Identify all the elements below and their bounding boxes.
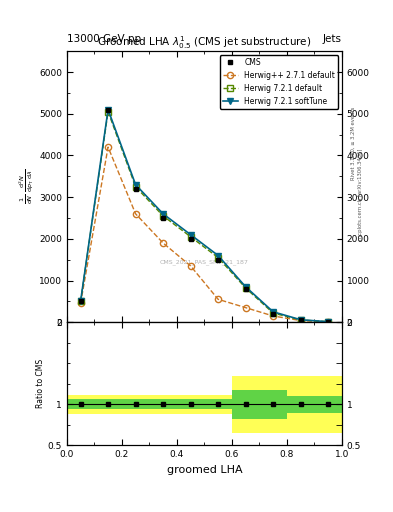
Text: Jets: Jets — [323, 33, 342, 44]
Herwig 7.2.1 default — [161, 213, 165, 219]
Herwig++ 2.7.1 default — [106, 144, 110, 150]
CMS — [133, 186, 138, 192]
Herwig 7.2.1 default — [78, 298, 83, 305]
Herwig++ 2.7.1 default — [216, 296, 220, 303]
Line: Herwig 7.2.1 default: Herwig 7.2.1 default — [77, 109, 331, 325]
Herwig 7.2.1 softTune — [271, 309, 275, 315]
Line: Herwig 7.2.1 softTune: Herwig 7.2.1 softTune — [77, 106, 331, 325]
Text: Rivet 3.1.10, ≥ 3.2M events: Rivet 3.1.10, ≥ 3.2M events — [351, 106, 356, 180]
Herwig++ 2.7.1 default — [188, 263, 193, 269]
Herwig 7.2.1 softTune — [216, 252, 220, 259]
Herwig 7.2.1 default — [243, 285, 248, 291]
CMS — [326, 319, 331, 325]
CMS — [106, 106, 110, 113]
X-axis label: groomed LHA: groomed LHA — [167, 465, 242, 475]
Text: mcplots.cern.ch [arXiv:1306.3436]: mcplots.cern.ch [arXiv:1306.3436] — [358, 149, 363, 240]
Herwig++ 2.7.1 default — [78, 301, 83, 307]
Text: CMS_2021_PAS_SMP_21_187: CMS_2021_PAS_SMP_21_187 — [160, 260, 249, 265]
Y-axis label: $\frac{1}{\mathrm{d}N}\ \frac{\mathrm{d}^2N}{\mathrm{d}p_\mathrm{T}\ \mathrm{d}\: $\frac{1}{\mathrm{d}N}\ \frac{\mathrm{d}… — [18, 169, 36, 204]
Herwig 7.2.1 softTune — [106, 106, 110, 113]
Line: CMS: CMS — [78, 107, 331, 324]
Herwig++ 2.7.1 default — [133, 211, 138, 217]
Herwig++ 2.7.1 default — [298, 317, 303, 324]
Y-axis label: Ratio to CMS: Ratio to CMS — [36, 359, 45, 409]
Herwig 7.2.1 default — [271, 310, 275, 316]
CMS — [243, 286, 248, 292]
Herwig 7.2.1 default — [133, 184, 138, 190]
Herwig 7.2.1 default — [326, 318, 331, 325]
Herwig 7.2.1 default — [298, 317, 303, 323]
Text: 13000 GeV pp: 13000 GeV pp — [67, 33, 141, 44]
CMS — [271, 311, 275, 317]
Herwig 7.2.1 default — [188, 233, 193, 240]
CMS — [78, 298, 83, 305]
Herwig 7.2.1 softTune — [326, 318, 331, 325]
CMS — [216, 257, 220, 263]
Herwig 7.2.1 default — [216, 254, 220, 261]
Herwig 7.2.1 softTune — [161, 211, 165, 217]
Herwig 7.2.1 softTune — [243, 284, 248, 290]
Herwig++ 2.7.1 default — [243, 305, 248, 311]
Herwig 7.2.1 softTune — [133, 182, 138, 188]
Legend: CMS, Herwig++ 2.7.1 default, Herwig 7.2.1 default, Herwig 7.2.1 softTune: CMS, Herwig++ 2.7.1 default, Herwig 7.2.… — [220, 55, 338, 109]
Herwig++ 2.7.1 default — [161, 240, 165, 246]
Herwig 7.2.1 softTune — [78, 298, 83, 305]
Herwig 7.2.1 softTune — [298, 316, 303, 323]
Herwig 7.2.1 softTune — [188, 231, 193, 238]
Line: Herwig++ 2.7.1 default: Herwig++ 2.7.1 default — [77, 144, 331, 325]
Herwig++ 2.7.1 default — [326, 319, 331, 325]
Title: Groomed LHA $\lambda^{1}_{0.5}$ (CMS jet substructure): Groomed LHA $\lambda^{1}_{0.5}$ (CMS jet… — [97, 34, 312, 51]
CMS — [161, 215, 165, 221]
Herwig++ 2.7.1 default — [271, 313, 275, 319]
CMS — [188, 236, 193, 242]
Herwig 7.2.1 default — [106, 109, 110, 115]
CMS — [298, 317, 303, 323]
